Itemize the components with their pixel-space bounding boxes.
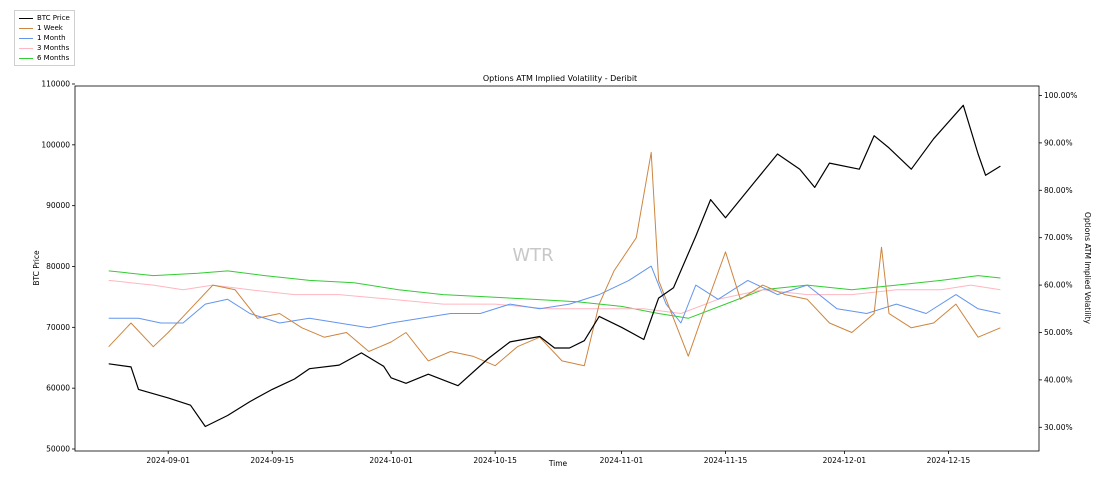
series-line-btc-price — [108, 104, 1001, 428]
series-layer — [108, 104, 1001, 428]
y-right-tick-label: 40.00% — [1044, 375, 1073, 384]
legend-item-1-month: 1 Month — [19, 33, 70, 43]
legend-swatch-1-week — [19, 27, 33, 29]
plot-frame — [74, 85, 1040, 452]
y-right-tick-label: 60.00% — [1044, 281, 1073, 290]
legend-item-1-week: 1 Week — [19, 23, 70, 33]
series-line-1-month — [108, 265, 1001, 329]
series-line-1-week — [108, 151, 1001, 367]
legend-item-3-months: 3 Months — [19, 43, 70, 53]
y-right-tick-label: 100.00% — [1044, 91, 1077, 100]
x-tick-label: 2024-11-15 — [704, 456, 748, 465]
x-tick-label: 2024-12-15 — [927, 456, 971, 465]
y-left-tick-label: 90000 — [46, 201, 70, 210]
x-tick-label: 2024-12-01 — [823, 456, 867, 465]
y-right-tick-label: 80.00% — [1044, 186, 1073, 195]
legend-swatch-3-months — [19, 47, 33, 49]
watermark: WTR — [512, 245, 553, 266]
x-tick-label: 2024-11-01 — [600, 456, 644, 465]
y-left-tick-label: 110000 — [41, 80, 70, 89]
x-axis-label: Time — [548, 459, 568, 468]
series-line-6-months — [108, 270, 1001, 319]
y-axis-label-right: Options ATM Implied Volatility — [1083, 212, 1092, 324]
legend-swatch-1-month — [19, 37, 33, 39]
y-left-tick-label: 70000 — [46, 323, 70, 332]
x-tick-label: 2024-10-15 — [473, 456, 517, 465]
y-right-tick-label: 90.00% — [1044, 138, 1073, 147]
legend-label-3-months: 3 Months — [37, 44, 70, 52]
y-right-tick-label: 50.00% — [1044, 328, 1073, 337]
legend-swatch-btc-price — [19, 17, 33, 19]
y-right-tick-label: 30.00% — [1044, 423, 1073, 432]
x-tick-label: 2024-10-01 — [369, 456, 413, 465]
legend-item-btc-price: BTC Price — [19, 13, 70, 23]
chart-title: Options ATM Implied Volatility - Deribit — [483, 74, 637, 83]
legend-label-1-week: 1 Week — [37, 24, 63, 32]
y-left-tick-label: 60000 — [46, 384, 70, 393]
y-axis-label-left: BTC Price — [32, 250, 41, 286]
legend-label-6-months: 6 Months — [37, 54, 70, 62]
legend-item-6-months: 6 Months — [19, 53, 70, 63]
y-left-tick-label: 100000 — [41, 140, 70, 149]
legend-label-1-month: 1 Month — [37, 34, 66, 42]
axes-layer: 2024-09-01 2024-09-15 2024-10-01 2024-10-15… — [41, 80, 1077, 466]
x-tick-label: 2024-09-01 — [146, 456, 190, 465]
legend-swatch-6-months — [19, 57, 33, 59]
x-tick-label: 2024-09-15 — [250, 456, 294, 465]
series-line-3-months — [108, 279, 1001, 314]
legend-label-btc-price: BTC Price — [37, 14, 70, 22]
chart-legend: BTC Price 1 Week 1 Month 3 Months 6 Mont… — [14, 10, 75, 66]
y-left-tick-label: 50000 — [46, 445, 70, 454]
y-right-tick-label: 70.00% — [1044, 233, 1073, 242]
y-left-tick-label: 80000 — [46, 262, 70, 271]
